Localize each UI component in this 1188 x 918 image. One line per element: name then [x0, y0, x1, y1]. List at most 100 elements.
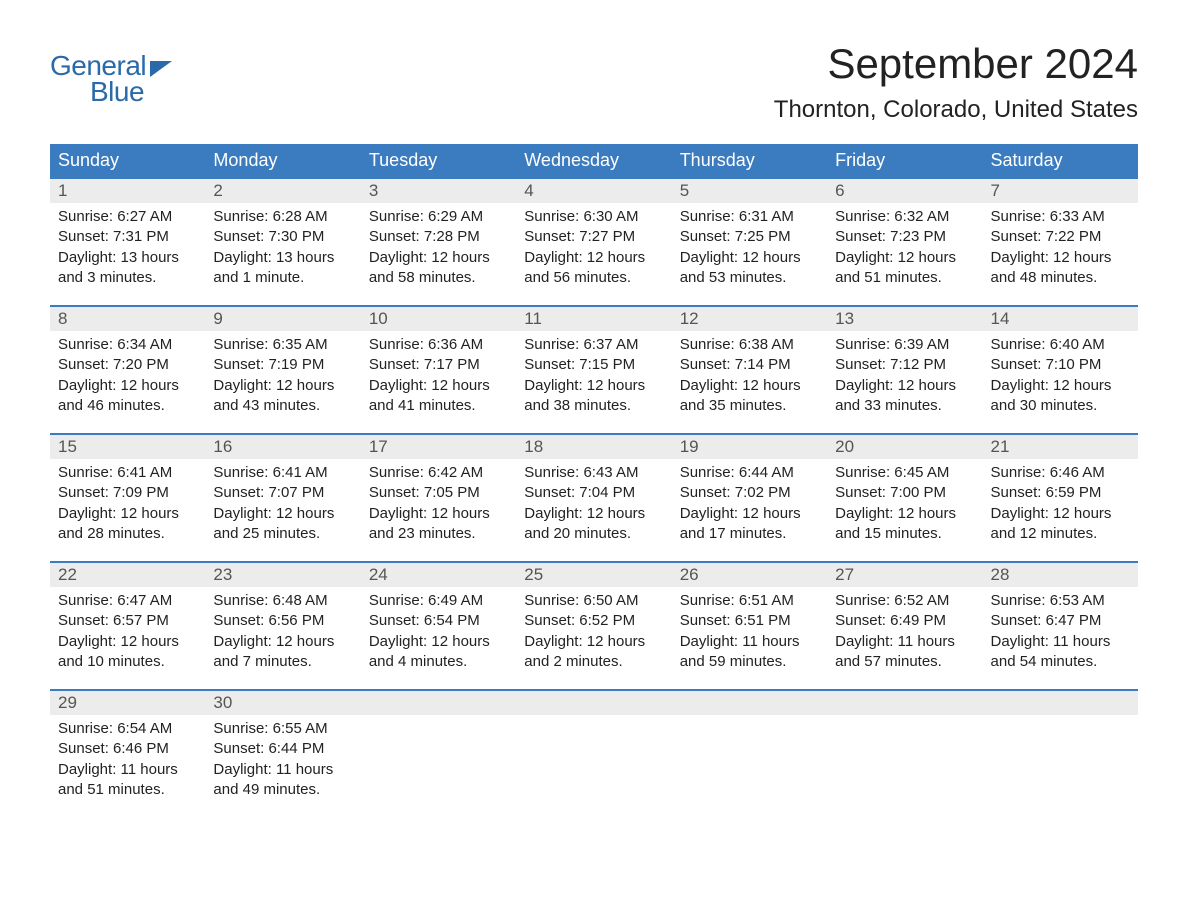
day-header: Tuesday	[361, 144, 516, 178]
day-cell: 6Sunrise: 6:32 AMSunset: 7:23 PMDaylight…	[827, 178, 982, 306]
month-title: September 2024	[774, 40, 1138, 88]
sunrise-text: Sunrise: 6:44 AM	[680, 463, 819, 483]
sunset-text: Sunset: 6:52 PM	[524, 611, 663, 631]
empty-day-cell	[983, 690, 1138, 818]
day-number: 20	[827, 435, 982, 459]
week-row: 29Sunrise: 6:54 AMSunset: 6:46 PMDayligh…	[50, 690, 1138, 818]
day-body: Sunrise: 6:36 AMSunset: 7:17 PMDaylight:…	[361, 331, 516, 424]
day-cell: 10Sunrise: 6:36 AMSunset: 7:17 PMDayligh…	[361, 306, 516, 434]
sunrise-text: Sunrise: 6:37 AM	[524, 335, 663, 355]
daylight2-text: and 3 minutes.	[58, 268, 197, 288]
daylight2-text: and 59 minutes.	[680, 652, 819, 672]
day-body: Sunrise: 6:41 AMSunset: 7:09 PMDaylight:…	[50, 459, 205, 552]
daylight1-text: Daylight: 12 hours	[369, 248, 508, 268]
day-body: Sunrise: 6:31 AMSunset: 7:25 PMDaylight:…	[672, 203, 827, 296]
day-body: Sunrise: 6:28 AMSunset: 7:30 PMDaylight:…	[205, 203, 360, 296]
daylight2-text: and 48 minutes.	[991, 268, 1130, 288]
daylight1-text: Daylight: 12 hours	[835, 376, 974, 396]
daylight2-text: and 49 minutes.	[213, 780, 352, 800]
day-number: 2	[205, 179, 360, 203]
sunset-text: Sunset: 6:44 PM	[213, 739, 352, 759]
sunset-text: Sunset: 6:54 PM	[369, 611, 508, 631]
sunset-text: Sunset: 7:22 PM	[991, 227, 1130, 247]
sunrise-text: Sunrise: 6:27 AM	[58, 207, 197, 227]
day-body: Sunrise: 6:32 AMSunset: 7:23 PMDaylight:…	[827, 203, 982, 296]
sunset-text: Sunset: 6:57 PM	[58, 611, 197, 631]
daylight2-text: and 56 minutes.	[524, 268, 663, 288]
daylight2-text: and 43 minutes.	[213, 396, 352, 416]
daylight1-text: Daylight: 12 hours	[58, 632, 197, 652]
daylight1-text: Daylight: 13 hours	[213, 248, 352, 268]
day-number: 10	[361, 307, 516, 331]
daylight1-text: Daylight: 12 hours	[680, 376, 819, 396]
sunrise-text: Sunrise: 6:41 AM	[58, 463, 197, 483]
sunset-text: Sunset: 7:15 PM	[524, 355, 663, 375]
calendar-table: SundayMondayTuesdayWednesdayThursdayFrid…	[50, 144, 1138, 818]
day-body: Sunrise: 6:53 AMSunset: 6:47 PMDaylight:…	[983, 587, 1138, 680]
sunrise-text: Sunrise: 6:53 AM	[991, 591, 1130, 611]
day-number: 12	[672, 307, 827, 331]
day-body: Sunrise: 6:35 AMSunset: 7:19 PMDaylight:…	[205, 331, 360, 424]
daylight1-text: Daylight: 11 hours	[58, 760, 197, 780]
day-cell: 20Sunrise: 6:45 AMSunset: 7:00 PMDayligh…	[827, 434, 982, 562]
daylight1-text: Daylight: 11 hours	[991, 632, 1130, 652]
daylight2-text: and 7 minutes.	[213, 652, 352, 672]
day-cell: 28Sunrise: 6:53 AMSunset: 6:47 PMDayligh…	[983, 562, 1138, 690]
day-cell: 22Sunrise: 6:47 AMSunset: 6:57 PMDayligh…	[50, 562, 205, 690]
day-number: 8	[50, 307, 205, 331]
day-body: Sunrise: 6:42 AMSunset: 7:05 PMDaylight:…	[361, 459, 516, 552]
daylight2-text: and 12 minutes.	[991, 524, 1130, 544]
daylight2-text: and 10 minutes.	[58, 652, 197, 672]
sunset-text: Sunset: 7:02 PM	[680, 483, 819, 503]
week-row: 8Sunrise: 6:34 AMSunset: 7:20 PMDaylight…	[50, 306, 1138, 434]
sunset-text: Sunset: 7:00 PM	[835, 483, 974, 503]
daylight1-text: Daylight: 11 hours	[835, 632, 974, 652]
daylight1-text: Daylight: 12 hours	[213, 504, 352, 524]
day-cell: 2Sunrise: 6:28 AMSunset: 7:30 PMDaylight…	[205, 178, 360, 306]
daylight2-text: and 23 minutes.	[369, 524, 508, 544]
day-cell: 4Sunrise: 6:30 AMSunset: 7:27 PMDaylight…	[516, 178, 671, 306]
daylight1-text: Daylight: 12 hours	[680, 248, 819, 268]
daylight2-text: and 54 minutes.	[991, 652, 1130, 672]
sunset-text: Sunset: 7:31 PM	[58, 227, 197, 247]
title-block: September 2024 Thornton, Colorado, Unite…	[774, 40, 1138, 124]
sunset-text: Sunset: 7:07 PM	[213, 483, 352, 503]
sunset-text: Sunset: 7:25 PM	[680, 227, 819, 247]
day-body: Sunrise: 6:45 AMSunset: 7:00 PMDaylight:…	[827, 459, 982, 552]
day-number: 11	[516, 307, 671, 331]
sunrise-text: Sunrise: 6:29 AM	[369, 207, 508, 227]
day-number	[983, 691, 1138, 715]
day-cell: 16Sunrise: 6:41 AMSunset: 7:07 PMDayligh…	[205, 434, 360, 562]
sunset-text: Sunset: 7:19 PM	[213, 355, 352, 375]
daylight1-text: Daylight: 11 hours	[213, 760, 352, 780]
sunset-text: Sunset: 6:49 PM	[835, 611, 974, 631]
day-number	[827, 691, 982, 715]
day-number: 17	[361, 435, 516, 459]
day-body: Sunrise: 6:51 AMSunset: 6:51 PMDaylight:…	[672, 587, 827, 680]
day-cell: 15Sunrise: 6:41 AMSunset: 7:09 PMDayligh…	[50, 434, 205, 562]
sunset-text: Sunset: 7:27 PM	[524, 227, 663, 247]
daylight2-text: and 33 minutes.	[835, 396, 974, 416]
day-header: Friday	[827, 144, 982, 178]
sunset-text: Sunset: 7:05 PM	[369, 483, 508, 503]
day-body: Sunrise: 6:54 AMSunset: 6:46 PMDaylight:…	[50, 715, 205, 808]
day-body: Sunrise: 6:29 AMSunset: 7:28 PMDaylight:…	[361, 203, 516, 296]
sunrise-text: Sunrise: 6:33 AM	[991, 207, 1130, 227]
day-body: Sunrise: 6:38 AMSunset: 7:14 PMDaylight:…	[672, 331, 827, 424]
day-header: Thursday	[672, 144, 827, 178]
sunset-text: Sunset: 7:14 PM	[680, 355, 819, 375]
sunset-text: Sunset: 7:28 PM	[369, 227, 508, 247]
daylight1-text: Daylight: 12 hours	[213, 632, 352, 652]
daylight2-text: and 30 minutes.	[991, 396, 1130, 416]
day-number	[516, 691, 671, 715]
sunrise-text: Sunrise: 6:46 AM	[991, 463, 1130, 483]
daylight1-text: Daylight: 12 hours	[524, 248, 663, 268]
sunrise-text: Sunrise: 6:30 AM	[524, 207, 663, 227]
logo: General Blue	[50, 50, 172, 108]
sunset-text: Sunset: 7:30 PM	[213, 227, 352, 247]
sunrise-text: Sunrise: 6:39 AM	[835, 335, 974, 355]
daylight2-text: and 53 minutes.	[680, 268, 819, 288]
day-body: Sunrise: 6:50 AMSunset: 6:52 PMDaylight:…	[516, 587, 671, 680]
sunset-text: Sunset: 7:04 PM	[524, 483, 663, 503]
sunrise-text: Sunrise: 6:45 AM	[835, 463, 974, 483]
